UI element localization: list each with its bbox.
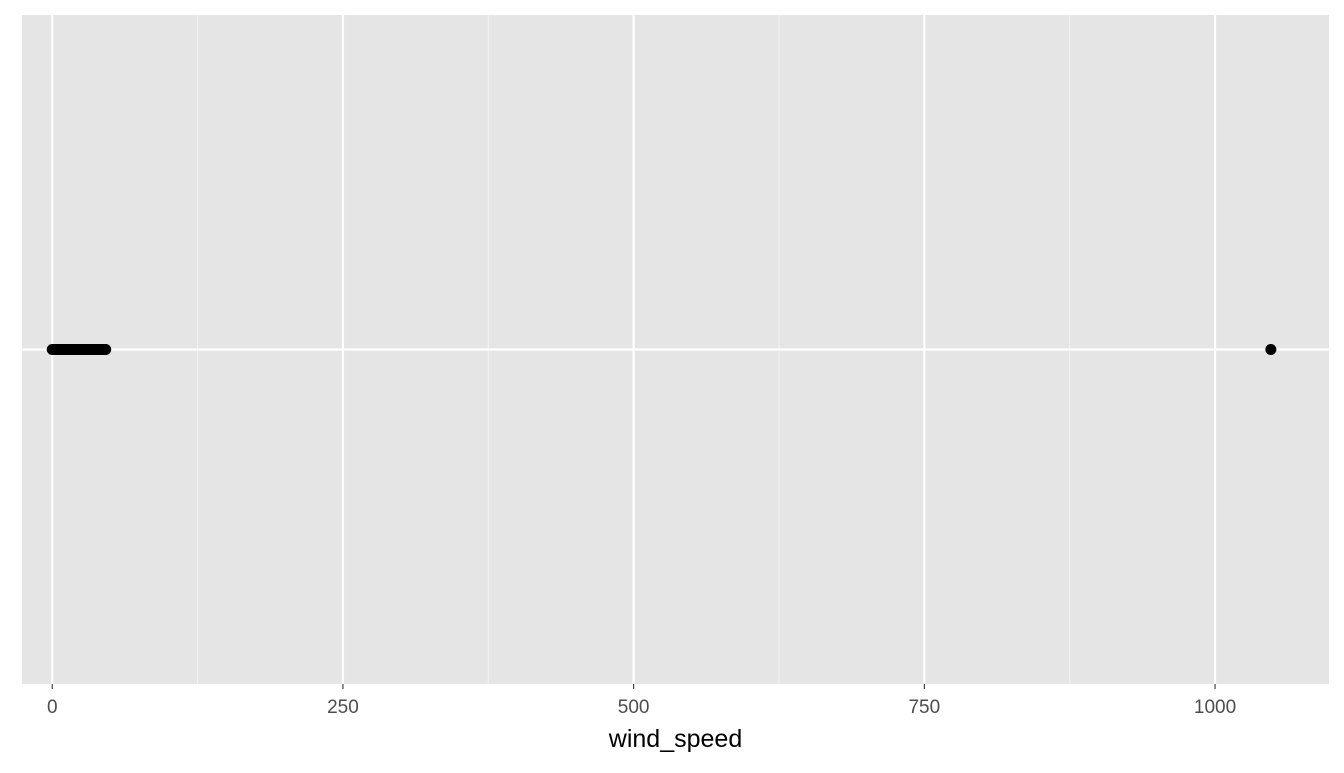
x-tick-label: 500 (618, 697, 650, 718)
data-point (1265, 344, 1277, 355)
x-tick-label: 0 (47, 697, 58, 718)
x-axis-title: wind_speed (608, 725, 742, 753)
data-points (46, 344, 1277, 355)
x-tick-label: 250 (327, 697, 359, 718)
data-point (100, 344, 112, 355)
x-tick-label: 1000 (1194, 697, 1236, 718)
x-tick-label: 750 (908, 697, 940, 718)
major-gridlines (22, 15, 1329, 684)
x-axis-ticks: 0 250 500 750 1000 (47, 684, 1236, 718)
